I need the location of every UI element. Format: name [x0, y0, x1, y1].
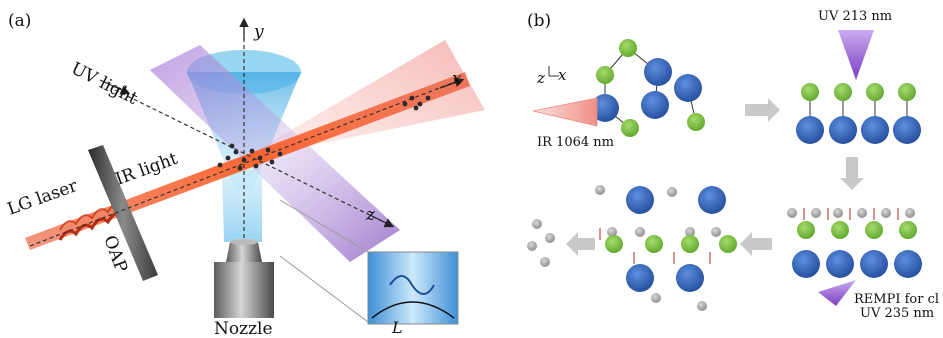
- ir-1064-label: IR 1064 nm: [537, 135, 614, 150]
- nozzle-label: Nozzle: [214, 319, 273, 338]
- molecule-cluster-center: [217, 143, 283, 171]
- axis-z-small-label: z: [536, 69, 545, 87]
- rempi-label: REMPI for cl: [854, 292, 939, 307]
- cluster-initial: [591, 39, 705, 137]
- uv-light-label: UV light: [68, 59, 141, 109]
- z-axis-arrow: [369, 214, 395, 228]
- molecule-cluster-right: [402, 95, 431, 111]
- uv-213-beam: [838, 30, 874, 80]
- uv-235-beam: [818, 280, 856, 306]
- step-arrow-left-1: [740, 232, 772, 256]
- cluster-dissociated: [595, 185, 737, 311]
- axis-x-label: x: [452, 69, 462, 89]
- uv-arrow: [99, 79, 131, 95]
- uv-213-label: UV 213 nm: [818, 9, 892, 24]
- step-arrow-right: [745, 98, 780, 122]
- axis-z-label: z: [365, 205, 376, 225]
- axis-y-label: y: [253, 22, 264, 42]
- inset-length-label: L: [391, 318, 403, 337]
- small-axes-glyph: [548, 66, 559, 77]
- fragments: [527, 219, 555, 267]
- oap-mirror: [88, 145, 158, 281]
- lower-flow-cone: [222, 170, 262, 242]
- nozzle: [214, 239, 274, 318]
- x-axis-arrow: [439, 77, 465, 89]
- panel-a-label: (a): [8, 11, 31, 31]
- step-arrow-down: [840, 157, 864, 190]
- ir-1064-beam: [532, 97, 598, 127]
- panel-b-label: (b): [527, 11, 551, 31]
- cluster-aligned: [796, 83, 921, 144]
- step-arrow-left-2: [566, 232, 595, 256]
- axis-x-small-label: x: [558, 66, 567, 84]
- cluster-rempi: [787, 208, 922, 278]
- inset-panel: [279, 199, 459, 325]
- uv-235-label: UV 235 nm: [860, 306, 934, 321]
- lg-laser-label: LG laser: [5, 176, 81, 220]
- ir-cone-right: [240, 40, 485, 160]
- axis-lines: [29, 24, 461, 250]
